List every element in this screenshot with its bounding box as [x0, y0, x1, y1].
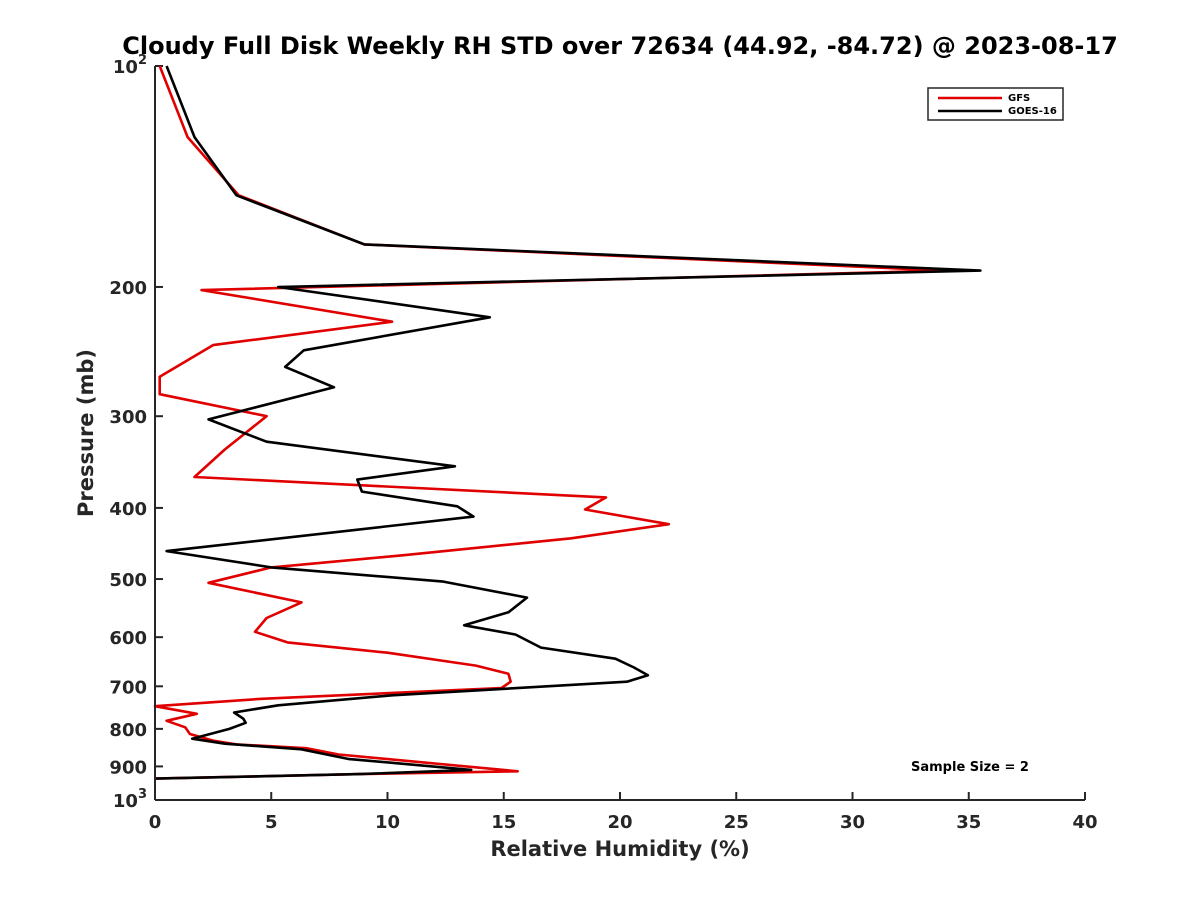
data-series — [153, 65, 982, 780]
y-tick-label: 102 — [113, 53, 147, 78]
y-tick-label: 300 — [109, 407, 147, 428]
legend-box — [927, 87, 1064, 121]
x-axis-label: Relative Humidity (%) — [490, 837, 749, 861]
x-axis-ticks: 0 5 10 15 20 25 30 35 40 — [149, 792, 1098, 833]
x-tick-label: 35 — [956, 812, 981, 833]
legend-label-goes16: GOES-16 — [1008, 106, 1057, 117]
y-tick-label: 400 — [109, 499, 147, 520]
series-line-goes16 — [154, 65, 982, 780]
y-tick-label: 800 — [109, 720, 147, 741]
x-tick-label: 15 — [491, 812, 516, 833]
chart-title: Cloudy Full Disk Weekly RH STD over 7263… — [122, 32, 1118, 60]
legend-label-gfs: GFS — [1008, 93, 1030, 104]
y-axis-ticks: 102 200 300 400 500 600 700 800 900 103 — [109, 53, 163, 812]
x-tick-label: 40 — [1072, 812, 1097, 833]
x-tick-label: 20 — [607, 812, 632, 833]
y-tick-label: 200 — [109, 278, 147, 299]
x-tick-label: 30 — [840, 812, 865, 833]
y-tick-label: 103 — [113, 787, 147, 812]
x-tick-label: 0 — [149, 812, 162, 833]
y-tick-label: 500 — [109, 570, 147, 591]
y-tick-label: 700 — [109, 677, 147, 698]
sample-size-annotation: Sample Size = 2 — [911, 760, 1029, 775]
x-tick-label: 25 — [724, 812, 749, 833]
y-tick-label: 600 — [109, 628, 147, 649]
legend: GFS GOES-16 — [927, 87, 1064, 121]
x-tick-label: 5 — [265, 812, 278, 833]
y-axis-label: Pressure (mb) — [74, 349, 98, 517]
y-tick-label: 900 — [109, 757, 147, 778]
x-tick-label: 10 — [375, 812, 400, 833]
series-line-gfs — [153, 65, 947, 780]
